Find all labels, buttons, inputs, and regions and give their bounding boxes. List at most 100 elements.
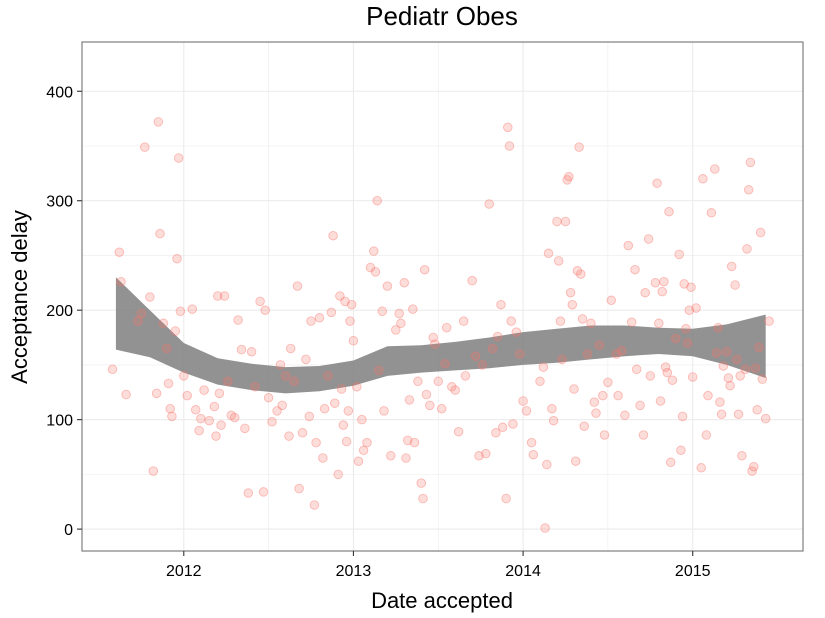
data-point xyxy=(386,451,396,461)
data-point xyxy=(233,315,243,325)
data-point xyxy=(652,178,662,188)
data-point xyxy=(441,322,452,333)
data-point xyxy=(750,363,761,373)
data-point xyxy=(170,326,181,336)
data-point xyxy=(684,305,695,315)
y-tick-label: 0 xyxy=(64,522,73,539)
data-point xyxy=(404,395,415,405)
data-point xyxy=(698,174,708,184)
data-point xyxy=(577,314,588,324)
data-point xyxy=(301,354,311,365)
data-point xyxy=(638,430,649,440)
data-point xyxy=(428,332,438,343)
data-point xyxy=(294,483,304,494)
data-point xyxy=(311,437,321,448)
data-point xyxy=(151,388,162,399)
data-point xyxy=(250,382,260,392)
data-point xyxy=(372,195,382,206)
data-point xyxy=(453,426,464,437)
data-point xyxy=(484,199,494,209)
data-point xyxy=(655,396,666,406)
data-point xyxy=(348,336,359,346)
x-tick-label: 2015 xyxy=(675,563,711,580)
data-point xyxy=(421,389,432,400)
data-point xyxy=(433,376,444,387)
data-point xyxy=(640,287,650,298)
data-point xyxy=(365,262,376,273)
data-point xyxy=(336,384,347,394)
plot-border xyxy=(81,41,804,552)
data-point xyxy=(447,382,457,392)
data-point xyxy=(662,367,673,378)
data-point xyxy=(686,282,696,292)
data-point xyxy=(667,375,678,385)
smooth-band xyxy=(115,277,766,394)
data-point xyxy=(345,316,355,326)
data-point xyxy=(246,347,257,357)
data-point xyxy=(569,384,579,394)
data-point xyxy=(357,414,367,425)
data-point xyxy=(703,390,713,401)
data-points xyxy=(107,117,774,533)
x-axis-title: Date accepted xyxy=(371,588,513,613)
data-point xyxy=(481,448,491,459)
data-point xyxy=(594,340,605,350)
data-point xyxy=(255,296,265,307)
plot-panel xyxy=(82,42,803,551)
data-point xyxy=(757,374,768,384)
data-point xyxy=(284,431,294,441)
data-point xyxy=(645,371,656,381)
data-point xyxy=(140,142,150,152)
data-point xyxy=(292,281,303,291)
data-point xyxy=(745,157,756,168)
data-point xyxy=(190,405,201,415)
data-point xyxy=(635,400,645,411)
data-point xyxy=(764,316,774,326)
data-point xyxy=(630,264,640,275)
data-point xyxy=(503,122,513,133)
data-point xyxy=(362,437,372,448)
data-point xyxy=(679,279,689,289)
data-point xyxy=(755,227,766,238)
data-point xyxy=(687,372,698,382)
data-point xyxy=(659,276,669,287)
data-point xyxy=(358,445,369,456)
data-point xyxy=(440,359,450,369)
data-point xyxy=(319,403,330,414)
data-point xyxy=(506,316,516,326)
data-point xyxy=(175,306,186,317)
data-point xyxy=(681,324,691,334)
data-point xyxy=(275,360,286,370)
data-point xyxy=(211,431,221,441)
data-point xyxy=(425,400,435,411)
y-tick-label: 300 xyxy=(46,194,73,211)
data-point xyxy=(660,362,671,372)
data-point xyxy=(754,342,764,353)
data-point xyxy=(752,405,762,415)
data-point xyxy=(543,248,554,259)
data-point xyxy=(576,269,586,279)
data-point xyxy=(511,327,522,337)
data-point xyxy=(557,354,567,365)
data-point xyxy=(691,303,701,313)
data-point xyxy=(243,488,254,498)
data-point xyxy=(399,278,410,288)
data-point xyxy=(187,304,198,314)
data-point xyxy=(267,417,277,427)
data-point xyxy=(737,451,747,461)
data-point xyxy=(521,406,532,416)
data-point xyxy=(657,286,667,297)
data-point xyxy=(204,415,214,426)
data-point xyxy=(606,295,617,306)
data-point xyxy=(309,500,320,510)
data-point xyxy=(677,411,688,422)
data-point xyxy=(155,228,165,239)
data-point xyxy=(747,466,757,476)
data-point xyxy=(458,316,469,326)
data-point xyxy=(591,408,601,418)
data-point xyxy=(416,478,427,488)
data-point xyxy=(116,276,126,287)
data-point xyxy=(538,362,549,372)
data-point xyxy=(616,345,627,356)
data-point xyxy=(547,403,557,414)
